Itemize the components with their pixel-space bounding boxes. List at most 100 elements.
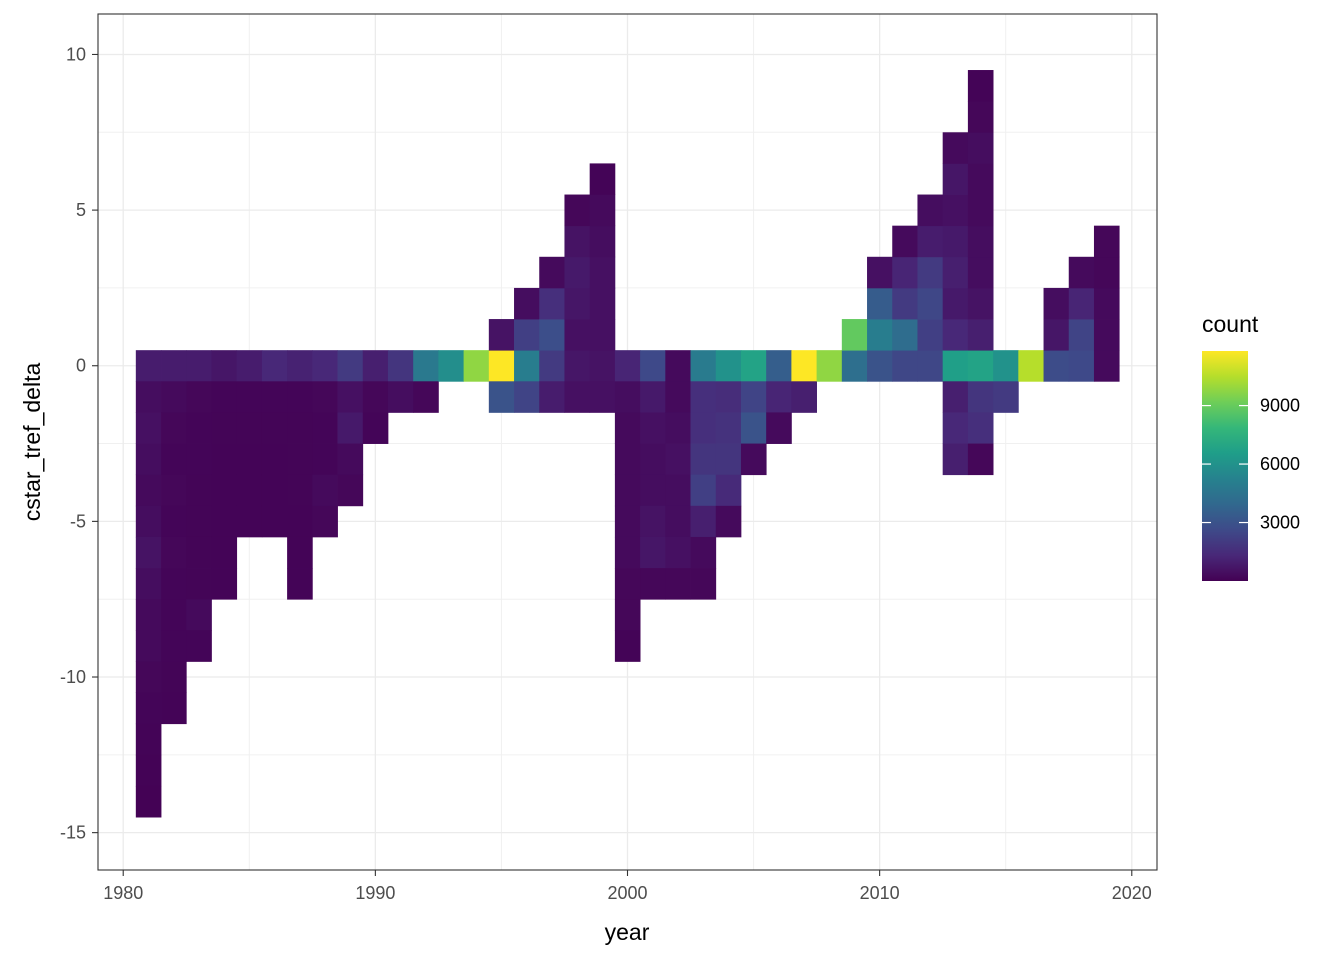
heatmap-bin: [261, 350, 288, 382]
y-tick-label: -10: [60, 667, 86, 687]
heatmap-bin: [135, 661, 162, 693]
heatmap-bin: [614, 443, 641, 476]
heatmap-bin: [564, 381, 591, 413]
heatmap-bin: [967, 443, 994, 476]
heatmap-bin: [640, 474, 666, 507]
heatmap-bin: [211, 536, 238, 569]
heatmap-bin: [463, 350, 490, 382]
heatmap-bin: [942, 132, 969, 164]
heatmap-bin: [514, 287, 540, 320]
heatmap-bin: [564, 256, 591, 289]
heatmap-bin: [312, 381, 338, 413]
heatmap-bin: [917, 319, 944, 351]
heatmap-bin: [589, 163, 616, 195]
heatmap-bin: [740, 443, 767, 476]
heatmap-bin: [337, 350, 364, 382]
heatmap-bin: [539, 256, 565, 289]
heatmap-bin: [614, 536, 641, 569]
heatmap-bin: [186, 350, 212, 382]
heatmap-bin: [514, 350, 540, 382]
heatmap-bin: [1093, 225, 1120, 258]
heatmap-bin: [942, 163, 969, 195]
heatmap-bin: [261, 443, 288, 476]
legend-colorbar: [1202, 351, 1248, 581]
heatmap-bin: [211, 568, 238, 600]
x-tick-label: 2020: [1112, 883, 1152, 903]
heatmap-bin: [287, 536, 313, 569]
heatmap-bin: [665, 443, 691, 476]
heatmap-bin: [186, 412, 212, 444]
y-tick-label: -5: [70, 511, 86, 531]
heatmap-bin: [287, 381, 313, 413]
heatmap-bin: [967, 70, 994, 102]
heatmap-bin: [539, 287, 565, 320]
heatmap-bin: [186, 568, 212, 600]
heatmap-bin: [488, 381, 515, 413]
heatmap-bin: [337, 443, 364, 476]
heatmap-bin: [690, 568, 717, 600]
heatmap-bin: [362, 350, 389, 382]
y-axis-title: cstar_tref_delta: [19, 363, 45, 522]
heatmap-bin: [312, 412, 338, 444]
heatmap-bin: [867, 350, 893, 382]
heatmap-bin: [967, 412, 994, 444]
heatmap-bin: [312, 443, 338, 476]
heatmap-bin: [287, 412, 313, 444]
legend-tick-label: 6000: [1260, 454, 1300, 474]
heatmap-bin: [236, 474, 263, 507]
heatmap-bin: [690, 412, 717, 444]
heatmap-bin: [488, 319, 515, 351]
heatmap-bin: [135, 568, 162, 600]
heatmap-bin: [690, 536, 717, 569]
x-tick-label: 2010: [860, 883, 900, 903]
heatmap-bin: [135, 599, 162, 631]
heatmap-bin: [967, 225, 994, 258]
heatmap-bin: [967, 194, 994, 227]
y-tick-label: 10: [66, 44, 86, 64]
heatmap-bin: [186, 443, 212, 476]
heatmap-bin: [135, 630, 162, 662]
heatmap-bin: [766, 412, 792, 444]
bins-layer: [135, 70, 1120, 818]
heatmap-bin: [236, 505, 263, 538]
heatmap-bin: [135, 723, 162, 756]
heatmap-bin: [715, 505, 742, 538]
heatmap-bin: [614, 505, 641, 538]
heatmap-bin: [564, 319, 591, 351]
heatmap-bin: [287, 505, 313, 538]
heatmap-bin: [161, 381, 187, 413]
heatmap-bin: [161, 661, 187, 693]
heatmap-bin: [564, 225, 591, 258]
heatmap-bin: [892, 256, 918, 289]
heatmap-bin: [236, 350, 263, 382]
heatmap-bin: [640, 350, 666, 382]
heatmap-bin: [589, 256, 616, 289]
heatmap-bin: [1093, 350, 1120, 382]
heatmap-bin: [740, 381, 767, 413]
heatmap-bin: [211, 474, 238, 507]
heatmap-bin: [161, 350, 187, 382]
heatmap-bin: [135, 412, 162, 444]
heatmap-bin: [539, 319, 565, 351]
heatmap-bin: [614, 412, 641, 444]
heatmap-bin: [791, 381, 817, 413]
heatmap-bin: [337, 412, 364, 444]
heatmap-bin: [564, 194, 591, 227]
x-axis-title: year: [605, 919, 650, 945]
heatmap-bin: [942, 350, 969, 382]
heatmap-bin: [186, 474, 212, 507]
heatmap-bin: [161, 599, 187, 631]
heatmap-bin: [387, 350, 414, 382]
heatmap-bin: [514, 381, 540, 413]
heatmap-bin: [942, 381, 969, 413]
heatmap-bin: [564, 287, 591, 320]
heatmap-bin: [892, 350, 918, 382]
heatmap-bin: [211, 412, 238, 444]
heatmap-bin: [539, 350, 565, 382]
heatmap-bin: [211, 505, 238, 538]
heatmap-bin: [967, 287, 994, 320]
heatmap-bin: [816, 350, 843, 382]
x-axis: 1980 1990 2000 2010 2020: [103, 870, 1152, 903]
heatmap-bin: [211, 381, 238, 413]
